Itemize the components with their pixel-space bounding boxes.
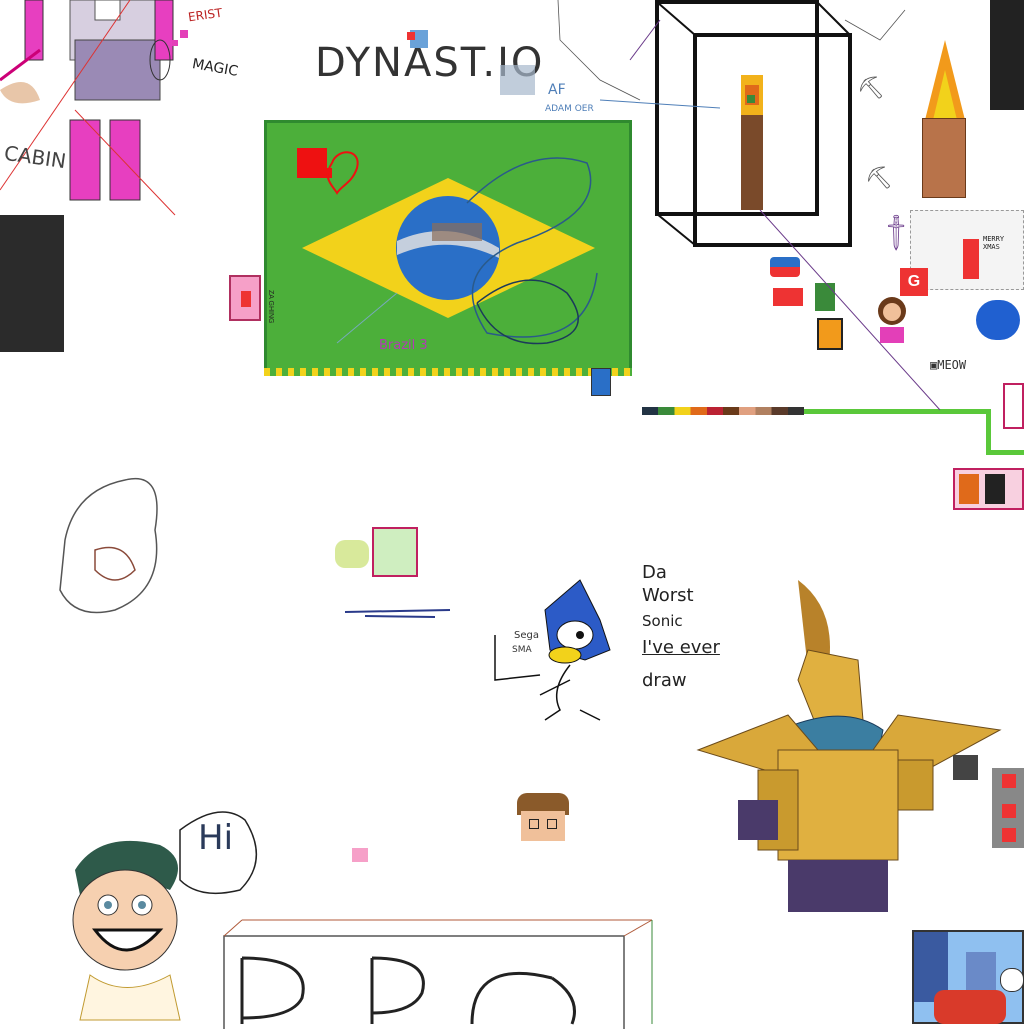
text-worst-1: Da: [642, 562, 667, 583]
dark-block-left: [0, 240, 64, 352]
meow-label: MEOW: [937, 358, 967, 372]
red-logo: [770, 257, 800, 277]
potion-sprite: [922, 118, 966, 198]
text-worst-2: Worst: [642, 585, 694, 606]
pickaxe-icon: ⛏: [865, 165, 893, 190]
ghost-icon: [976, 300, 1020, 340]
fire-tile: [817, 318, 843, 350]
text-xmas: XMAS: [983, 243, 1000, 251]
right-tiles: [992, 768, 1024, 848]
faze-logo: [773, 288, 803, 306]
pixel-head: [517, 793, 569, 845]
green-line-vertical: [986, 409, 991, 455]
text-sega2: SMA: [512, 645, 532, 655]
g-icon: G: [900, 268, 928, 296]
text-af: AF: [548, 82, 566, 98]
green-pixel-patch: [372, 527, 418, 577]
flame-sprite: [915, 30, 975, 120]
text-worst-5: draw: [642, 670, 687, 691]
bottom-box: [222, 918, 662, 1029]
gray-blobs: [500, 65, 535, 95]
pickaxe-icon: ⛏: [857, 75, 885, 100]
character-drawing-top-left: [0, 0, 260, 350]
cat-tiles: [953, 468, 1024, 510]
small-tile-below-flag: [591, 368, 611, 396]
small-square-red: [407, 32, 415, 40]
text-adam: ADAM OER: [545, 104, 594, 114]
pink-robot-tile: [229, 275, 261, 321]
girl-avatar: [874, 295, 910, 345]
sonic-drawing: [490, 579, 630, 740]
dark-block-right: [990, 0, 1024, 110]
text-sega: Sega: [514, 630, 539, 641]
text-meow: ▣MEOW: [930, 358, 967, 372]
green-line: [804, 409, 990, 414]
city-scene: [912, 930, 1024, 1024]
text-brazil: Brazil 3: [379, 338, 428, 353]
brazil-flag-frame: Brazil 3: [264, 120, 632, 376]
text-za: ZA GHING: [267, 290, 274, 324]
blue-scribble: [344, 605, 451, 619]
hi-guy: [70, 800, 270, 1021]
gold-warrior: [696, 580, 1002, 912]
text-worst-3: Sonic: [642, 612, 683, 630]
palette-bar: [642, 407, 804, 415]
hat-sketch: [55, 470, 175, 630]
pink-square-small: [352, 848, 368, 862]
flag-bottom-border: [264, 368, 632, 376]
plant-sprite: [815, 283, 835, 311]
yellow-green-blob: [335, 540, 369, 568]
text-merry: MERRY: [983, 235, 1005, 243]
pink-box-right: [1003, 383, 1024, 429]
flag-side-text: ZA GHING: [266, 290, 274, 360]
green-line-end: [986, 450, 1024, 455]
text-hi: Hi: [198, 818, 234, 858]
text-worst-4: I've ever: [642, 637, 720, 658]
torch-box: [655, 0, 855, 250]
